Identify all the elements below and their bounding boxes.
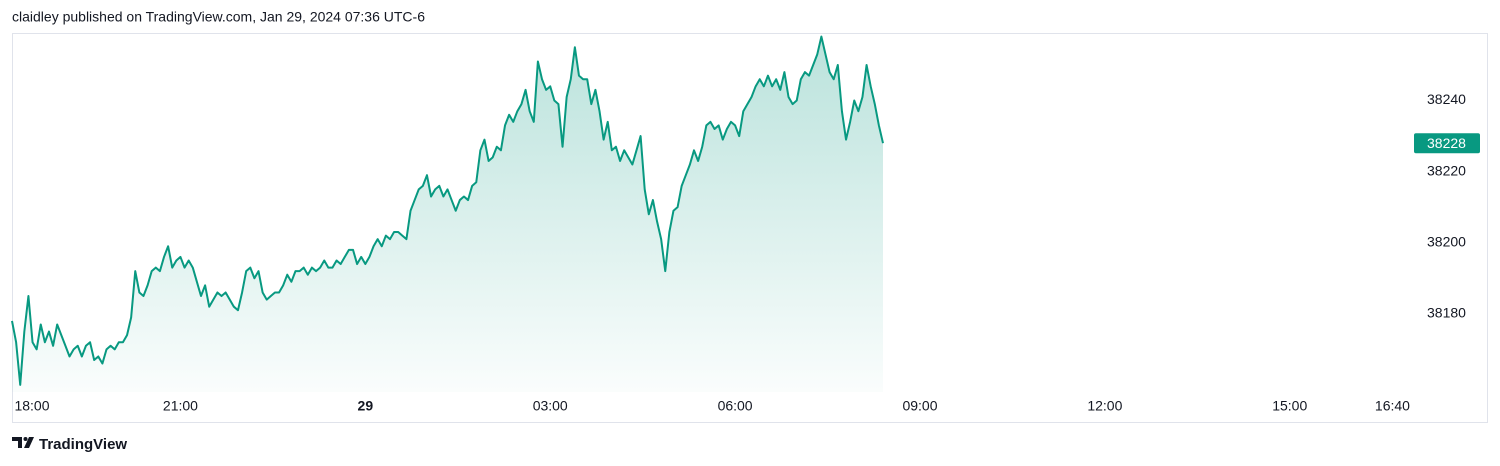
last-price-label: 38228 — [1427, 135, 1466, 151]
logo-part — [24, 437, 34, 448]
logo-part — [23, 437, 28, 441]
header-text: claidley published on TradingView.com, J… — [12, 9, 425, 25]
y-tick-label: 38180 — [1427, 305, 1466, 321]
x-tick-label: 06:00 — [718, 398, 753, 414]
price-line — [11, 35, 884, 386]
x-tick-label: 15:00 — [1272, 398, 1307, 414]
tradingview-logo — [12, 437, 34, 448]
x-tick-label: 12:00 — [1087, 398, 1122, 414]
last-price-box — [1414, 133, 1480, 154]
footer-brand: TradingView — [39, 436, 127, 453]
x-tick-label: 18:00 — [14, 398, 49, 414]
area-fill — [12, 36, 883, 393]
logo-part — [12, 437, 22, 448]
x-tick-label: 09:00 — [902, 398, 937, 414]
x-tick-label: 21:00 — [163, 398, 198, 414]
y-tick-label: 38240 — [1427, 91, 1466, 107]
chart-frame — [12, 33, 1488, 423]
x-tick-label: 29 — [358, 398, 374, 414]
x-tick-label: 16:40 — [1375, 398, 1410, 414]
y-tick-label: 38220 — [1427, 162, 1466, 178]
y-tick-label: 38200 — [1427, 233, 1466, 249]
x-tick-label: 03:00 — [533, 398, 568, 414]
